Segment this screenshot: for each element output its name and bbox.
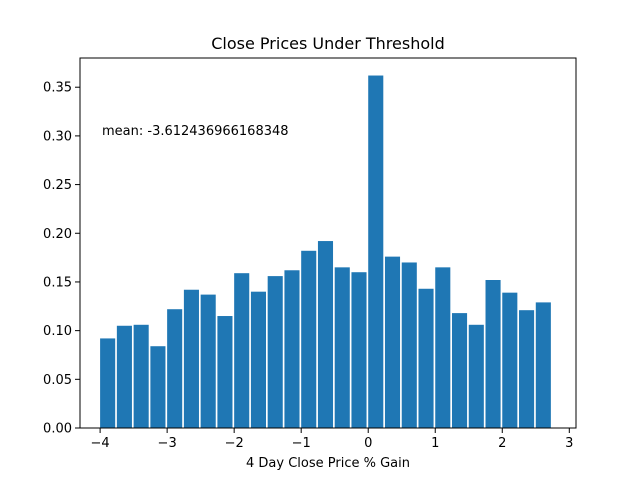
y-tick-label: 0.20 [43, 227, 72, 242]
histogram-bar [317, 241, 334, 428]
x-tick-label: −3 [158, 436, 177, 451]
y-tick-label: 0.10 [43, 324, 72, 339]
x-axis: −4 −3 −2 −1 0 1 2 3 [91, 428, 573, 451]
histogram-bar [167, 309, 183, 428]
y-tick-label: 0.15 [43, 275, 72, 290]
histogram-bar [334, 267, 350, 428]
x-tick-label: −4 [91, 436, 110, 451]
bars-group [100, 75, 551, 429]
histogram-bar [351, 272, 367, 428]
y-axis: 0.00 0.05 0.10 0.15 0.20 0.25 0.30 0.35 [43, 81, 80, 437]
mean-annotation: mean: -3.612436966168348 [102, 124, 289, 139]
histogram-bar [116, 325, 132, 428]
x-tick-label: 1 [431, 436, 439, 451]
x-tick-label: −2 [225, 436, 244, 451]
histogram-bar [401, 262, 417, 428]
chart-title: Close Prices Under Threshold [211, 34, 445, 53]
histogram-bar [468, 324, 484, 428]
histogram-bar [435, 267, 451, 428]
histogram-bar [234, 273, 250, 428]
y-tick-label: 0.05 [43, 373, 72, 388]
histogram-bar [133, 324, 149, 428]
x-tick-label: 2 [498, 436, 506, 451]
x-tick-label: 3 [565, 436, 573, 451]
histogram-bar [519, 310, 535, 428]
y-tick-label: 0.25 [43, 178, 72, 193]
histogram-bar [250, 291, 266, 428]
histogram-bar [267, 276, 283, 428]
histogram-bar [284, 270, 300, 428]
histogram-bar [485, 280, 501, 428]
y-tick-label: 0.35 [43, 81, 72, 96]
histogram-bar [384, 256, 401, 428]
histogram-bar [452, 313, 468, 428]
y-tick-label: 0.30 [43, 129, 72, 144]
histogram-bar [502, 292, 518, 428]
histogram-bar [217, 316, 233, 428]
histogram-bar [150, 346, 166, 428]
plot-frame [79, 57, 577, 429]
histogram-bar [183, 289, 199, 428]
histogram-bar [368, 75, 384, 429]
histogram-bar [418, 288, 434, 428]
x-tick-label: 0 [364, 436, 372, 451]
histogram-bar [301, 250, 317, 428]
x-axis-label: 4 Day Close Price % Gain [246, 456, 410, 471]
histogram-bar [200, 294, 216, 428]
y-tick-label: 0.00 [43, 422, 72, 437]
x-tick-label: −1 [292, 436, 311, 451]
histogram-bar [535, 302, 551, 428]
histogram-bar [100, 338, 116, 428]
